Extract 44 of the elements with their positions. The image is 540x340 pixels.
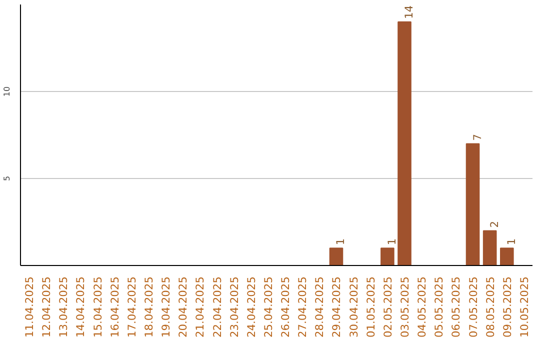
- x-tick-label: 15.04.2025: [91, 276, 104, 338]
- y-tick-label: 10: [2, 86, 12, 97]
- x-tick-label: 27.04.2025: [296, 276, 310, 338]
- bar: [500, 248, 514, 266]
- x-tick-label: 21.04.2025: [194, 276, 207, 338]
- x-tick-label: 26.04.2025: [279, 276, 292, 338]
- x-tick-label: 02.05.2025: [381, 276, 394, 338]
- x-tick-label: 29.04.2025: [330, 276, 344, 338]
- data-label: 1: [385, 238, 398, 246]
- x-tick-label: 23.04.2025: [228, 276, 241, 338]
- x-tick-label: 16.04.2025: [108, 276, 122, 338]
- x-tick-label: 01.05.2025: [364, 276, 378, 338]
- x-tick-label: 17.04.2025: [125, 276, 138, 338]
- x-tick-label: 20.04.2025: [176, 276, 190, 338]
- x-tick-label: 05.05.2025: [432, 276, 446, 338]
- y-tick-label: 5: [2, 176, 12, 182]
- x-tick-label: 24.04.2025: [244, 276, 258, 338]
- x-tick-label: 19.04.2025: [160, 276, 173, 338]
- x-tick-label: 09.05.2025: [500, 276, 514, 338]
- x-tick-label: 03.05.2025: [398, 276, 412, 338]
- bar: [329, 248, 344, 266]
- x-tick-label: 04.05.2025: [416, 276, 429, 338]
- x-tick-label: 14.04.2025: [74, 276, 88, 338]
- x-tick-label: 07.05.2025: [466, 276, 480, 338]
- x-tick-label: 12.04.2025: [40, 276, 54, 338]
- bar: [466, 143, 480, 266]
- data-label: 14: [402, 5, 416, 19]
- bar: [380, 248, 394, 266]
- data-label: 2: [488, 220, 501, 228]
- bar: [482, 230, 497, 266]
- data-label: 7: [470, 134, 484, 141]
- x-tick-label: 11.04.2025: [23, 276, 36, 338]
- x-tick-label: 06.05.2025: [450, 276, 463, 338]
- data-label: 1: [504, 238, 518, 246]
- x-tick-label: 08.05.2025: [484, 276, 497, 338]
- x-tick-label: 28.04.2025: [313, 276, 326, 338]
- x-tick-label: 22.04.2025: [210, 276, 224, 338]
- data-label: 1: [334, 238, 348, 246]
- x-tick-label: 30.04.2025: [347, 276, 360, 338]
- x-tick-label: 25.04.2025: [262, 276, 275, 338]
- x-tick-label: 13.04.2025: [57, 276, 70, 338]
- x-tick-label: 10.05.2025: [518, 276, 531, 338]
- bar: [398, 21, 412, 266]
- x-tick-label: 18.04.2025: [142, 276, 156, 338]
